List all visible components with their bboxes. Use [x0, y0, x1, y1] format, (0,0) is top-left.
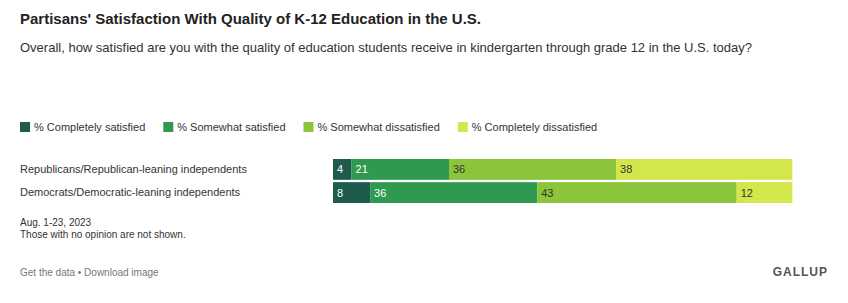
- legend-label: % Somewhat dissatisfied: [318, 121, 440, 133]
- y-axis: Republicans/Republican-leaning independe…: [20, 163, 333, 198]
- data-label: 43: [541, 187, 553, 199]
- y-tick-label: Democrats/Democratic-leaning independent…: [20, 186, 241, 198]
- bar-segment: [616, 159, 792, 180]
- y-tick: Republicans/Republican-leaning independe…: [20, 163, 333, 175]
- data-label: 36: [374, 187, 386, 199]
- bar-segment: [537, 182, 737, 203]
- data-labels: 4 21 36 38 8 36 43 12: [337, 163, 753, 198]
- bar-segment: [370, 182, 537, 203]
- legend-swatch: [20, 122, 30, 132]
- source-logo: GALLUP: [773, 265, 828, 279]
- bar-segment: [352, 159, 449, 180]
- note: Aug. 1-23, 2023: [20, 217, 92, 228]
- chart: Partisans' Satisfaction With Quality of …: [0, 0, 848, 303]
- legend-label: % Completely dissatisfied: [472, 121, 597, 133]
- data-label: 4: [337, 163, 343, 175]
- legend-swatch: [163, 122, 173, 132]
- bars: [333, 159, 792, 203]
- note: Those with no opinion are not shown.: [20, 229, 186, 240]
- bar-segment: [333, 159, 352, 180]
- legend-swatch: [458, 122, 468, 132]
- data-label: 12: [741, 187, 753, 199]
- legend-label: % Somewhat satisfied: [177, 121, 285, 133]
- subtitle: Overall, how satisfied are you with the …: [20, 40, 752, 55]
- data-label: 38: [620, 163, 632, 175]
- data-label: 36: [453, 163, 465, 175]
- title: Partisans' Satisfaction With Quality of …: [20, 10, 481, 27]
- y-tick: Democrats/Democratic-leaning independent…: [20, 186, 333, 198]
- legend-item: % Somewhat dissatisfied: [304, 121, 440, 133]
- note: Get the data • Download image: [20, 267, 159, 278]
- bar-segment: [737, 182, 793, 203]
- legend-item: % Completely dissatisfied: [458, 121, 597, 133]
- bar-segment: [449, 159, 616, 180]
- legend-item: % Completely satisfied: [20, 121, 145, 133]
- legend-item: % Somewhat satisfied: [163, 121, 285, 133]
- legend: % Completely satisfied % Somewhat satisfi…: [20, 121, 597, 133]
- legend-swatch: [304, 122, 314, 132]
- bar-segment: [333, 182, 370, 203]
- legend-label: % Completely satisfied: [34, 121, 145, 133]
- data-label: 21: [356, 163, 368, 175]
- y-tick-label: Republicans/Republican-leaning independe…: [20, 163, 247, 175]
- data-label: 8: [337, 187, 343, 199]
